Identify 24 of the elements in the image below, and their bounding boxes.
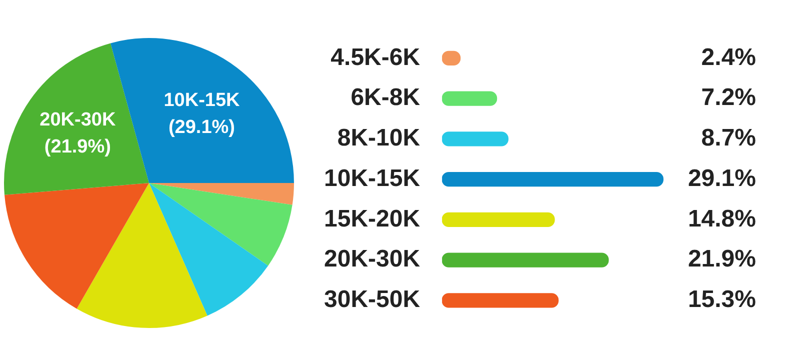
y-tick-label: 6K-8K bbox=[350, 84, 421, 112]
data-label: 29.1% bbox=[688, 164, 756, 192]
data-label: (29.1%) bbox=[168, 117, 235, 138]
slice-label: 20K-30K bbox=[40, 109, 116, 130]
y-tick-label: 15K-20K bbox=[324, 205, 421, 232]
data-label: 21.9% bbox=[688, 246, 756, 273]
data-label: 2.4% bbox=[701, 44, 756, 71]
slice-label: 10K-15K bbox=[164, 90, 240, 112]
y-tick-label: 8K-10K bbox=[337, 124, 421, 152]
data-label: 14.8% bbox=[688, 205, 756, 232]
bar bbox=[442, 172, 664, 187]
data-label: 8.7% bbox=[701, 124, 756, 152]
data-label: 15.3% bbox=[688, 286, 756, 314]
bar bbox=[442, 91, 498, 106]
bar bbox=[442, 212, 555, 227]
y-tick-label: 4.5K-6K bbox=[330, 44, 421, 71]
bar bbox=[442, 252, 609, 268]
bar bbox=[442, 293, 559, 308]
y-tick-label: 30K-50K bbox=[324, 286, 421, 314]
y-tick-label: 20K-30K bbox=[324, 246, 421, 273]
y-tick-label: 10K-15K bbox=[324, 164, 421, 192]
bar bbox=[442, 132, 508, 146]
data-label: (21.9%) bbox=[44, 136, 111, 158]
data-label: 7.2% bbox=[701, 84, 756, 112]
